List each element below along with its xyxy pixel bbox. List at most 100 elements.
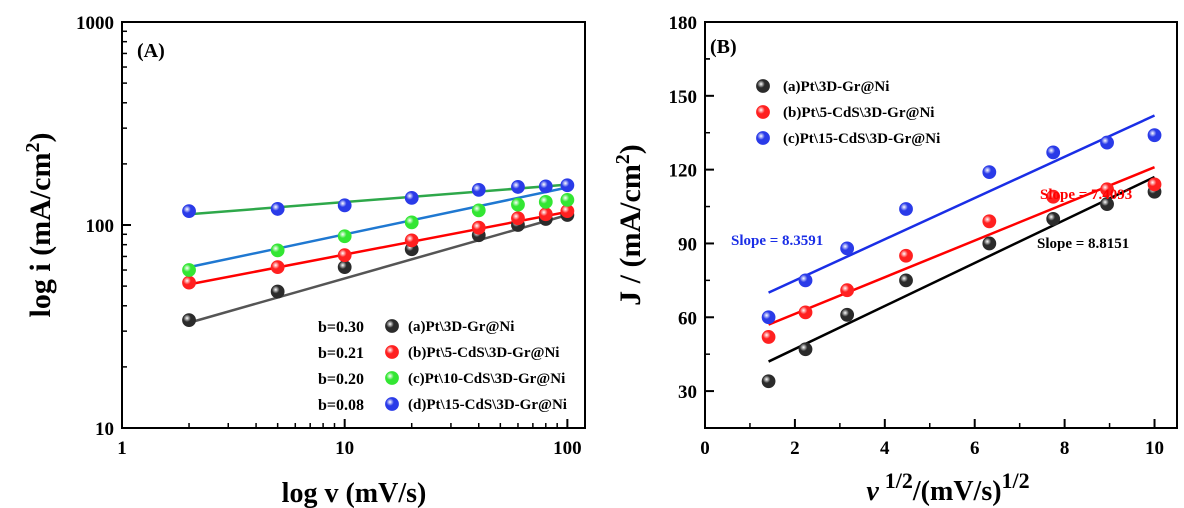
y-axis-label-a-sup: 2 (22, 143, 44, 153)
data-point-a-3 (560, 178, 575, 193)
panel-label-b: (B) (710, 36, 737, 58)
data-point-b-0 (1100, 197, 1114, 211)
fit-line-a-0 (188, 213, 568, 324)
x-tick-label-b: 6 (970, 438, 980, 459)
data-point-b-1 (798, 305, 813, 320)
legend-marker-a (385, 371, 399, 385)
fit-line-a-extra-0 (188, 183, 568, 216)
y-tick-label-a: 10 (95, 419, 114, 440)
y-tick-label-b: 180 (669, 13, 698, 34)
x-axis-label-b-exp2: 1/2 (1002, 468, 1030, 493)
panel-label-a: (A) (137, 40, 165, 62)
data-point-a-3 (511, 180, 525, 194)
data-point-b-2 (761, 310, 776, 325)
data-point-b-1 (1100, 182, 1114, 197)
y-axis-label-a-close: ) (24, 133, 57, 143)
ticks-b: 0 2 4 6 8 10 30 60 90 120 150 180 (669, 13, 1165, 459)
legend-label-a: (b)Pt\5-CdS\3D-Gr@Ni (408, 345, 559, 361)
panel-b: (B) v 1/2/(mV/s)1/2 J / (mA/cm2) 0 2 4 6 8 103… (612, 13, 1178, 508)
y-axis-label-b-close: ) (614, 144, 647, 154)
slope-annotations-b: Slope = 7.4093 Slope = 8.3591 Slope = 8.81… (731, 187, 1132, 252)
y-tick-label-a: 100 (86, 216, 115, 237)
legend-b: (a)Pt\3D-Gr@Ni (b)Pt\5-CdS\3D-Gr@Ni (c)Pt\… (756, 79, 940, 147)
y-axis-label-a: log i (mA/cm2) (22, 133, 57, 318)
fit-line-b-2 (768, 114, 1156, 294)
plot-frame-b (704, 21, 1178, 429)
data-point-b-0 (899, 273, 913, 288)
x-tick-label-b: 0 (700, 438, 710, 459)
data-point-a-3 (404, 190, 419, 205)
data-point-b-1 (1147, 177, 1162, 192)
x-tick-label-a: 10 (335, 438, 354, 459)
legend-marker-b (756, 79, 770, 93)
points-a (182, 178, 575, 328)
fit-line-a-1 (188, 210, 568, 286)
x-tick-label-a: 1 (117, 438, 127, 459)
x-axis-label-a: log v (mV/s) (282, 478, 427, 508)
data-point-a-1 (337, 248, 352, 263)
data-point-a-1 (471, 220, 486, 235)
x-tick-label-b: 10 (1145, 438, 1164, 459)
b-value-label: b=0.21 (318, 345, 364, 362)
legend-label-b: (a)Pt\3D-Gr@Ni (783, 79, 889, 95)
data-point-b-0 (1046, 211, 1061, 226)
data-point-a-2 (471, 203, 486, 218)
y-axis-label-b: J / (mA/cm2) (612, 144, 647, 306)
fit-line-b-0 (768, 175, 1156, 363)
x-axis-label-b-mid: /(mV/s) (912, 476, 1002, 507)
points-b (761, 128, 1162, 389)
data-point-b-2 (899, 202, 913, 216)
y-tick-label-b: 150 (669, 87, 698, 108)
svg-text:J / (mA/cm2): J / (mA/cm2) (612, 144, 647, 306)
data-point-b-1 (761, 330, 776, 344)
data-point-b-2 (1046, 145, 1061, 160)
data-point-a-3 (471, 182, 486, 197)
legend-label-a: (a)Pt\3D-Gr@Ni (408, 319, 514, 335)
data-point-b-2 (840, 241, 855, 256)
slope-annotation: Slope = 8.8151 (1037, 236, 1129, 252)
y-axis-label-b-main: J / (mA/cm (614, 164, 647, 306)
data-point-b-2 (1147, 128, 1162, 143)
panel-a: (A) log v (mV/s) log i (mA/cm2) 1 10 10010… (22, 13, 586, 508)
legend-marker-b (756, 131, 770, 145)
data-point-a-1 (511, 211, 525, 226)
data-point-a-2 (560, 192, 575, 207)
x-tick-label-b: 4 (880, 438, 890, 459)
x-tick-label-a: 100 (553, 438, 582, 459)
data-point-a-3 (182, 204, 196, 219)
data-point-a-2 (270, 243, 285, 258)
slope-annotation: Slope = 7.4093 (1040, 187, 1132, 203)
data-point-a-1 (538, 207, 553, 222)
data-point-a-3 (538, 179, 553, 194)
fit-lines-b (768, 114, 1156, 363)
b-value-label: b=0.08 (318, 397, 364, 414)
x-axis-label-b-v: v (866, 476, 879, 507)
y-tick-label-b: 30 (678, 382, 697, 403)
data-point-a-0 (270, 284, 285, 299)
legend-marker-a (385, 345, 399, 359)
data-point-a-2 (404, 215, 419, 230)
legend-marker-b (756, 105, 770, 119)
legend-label-b: (c)Pt\15-CdS\3D-Gr@Ni (783, 131, 940, 147)
b-value-label: b=0.30 (318, 319, 364, 336)
data-point-b-0 (840, 307, 855, 322)
data-point-a-2 (182, 263, 196, 277)
data-point-b-0 (798, 342, 813, 357)
data-point-a-2 (511, 197, 525, 212)
y-axis-label-b-sup: 2 (612, 154, 634, 164)
legend-marker-a (385, 319, 399, 333)
x-axis-label-b: v 1/2/(mV/s)1/2 (866, 468, 1029, 508)
data-point-a-0 (182, 313, 196, 328)
data-point-a-1 (404, 233, 419, 248)
x-tick-label-b: 2 (790, 438, 800, 459)
data-point-a-2 (538, 194, 553, 209)
y-axis-label-a-main: log i (mA/cm (24, 153, 57, 318)
data-point-a-1 (270, 260, 285, 275)
data-point-b-0 (982, 236, 997, 251)
data-point-b-0 (761, 374, 776, 389)
data-point-b-1 (982, 214, 997, 229)
legend-label-b: (b)Pt\5-CdS\3D-Gr@Ni (783, 105, 934, 121)
data-point-a-3 (337, 198, 352, 213)
